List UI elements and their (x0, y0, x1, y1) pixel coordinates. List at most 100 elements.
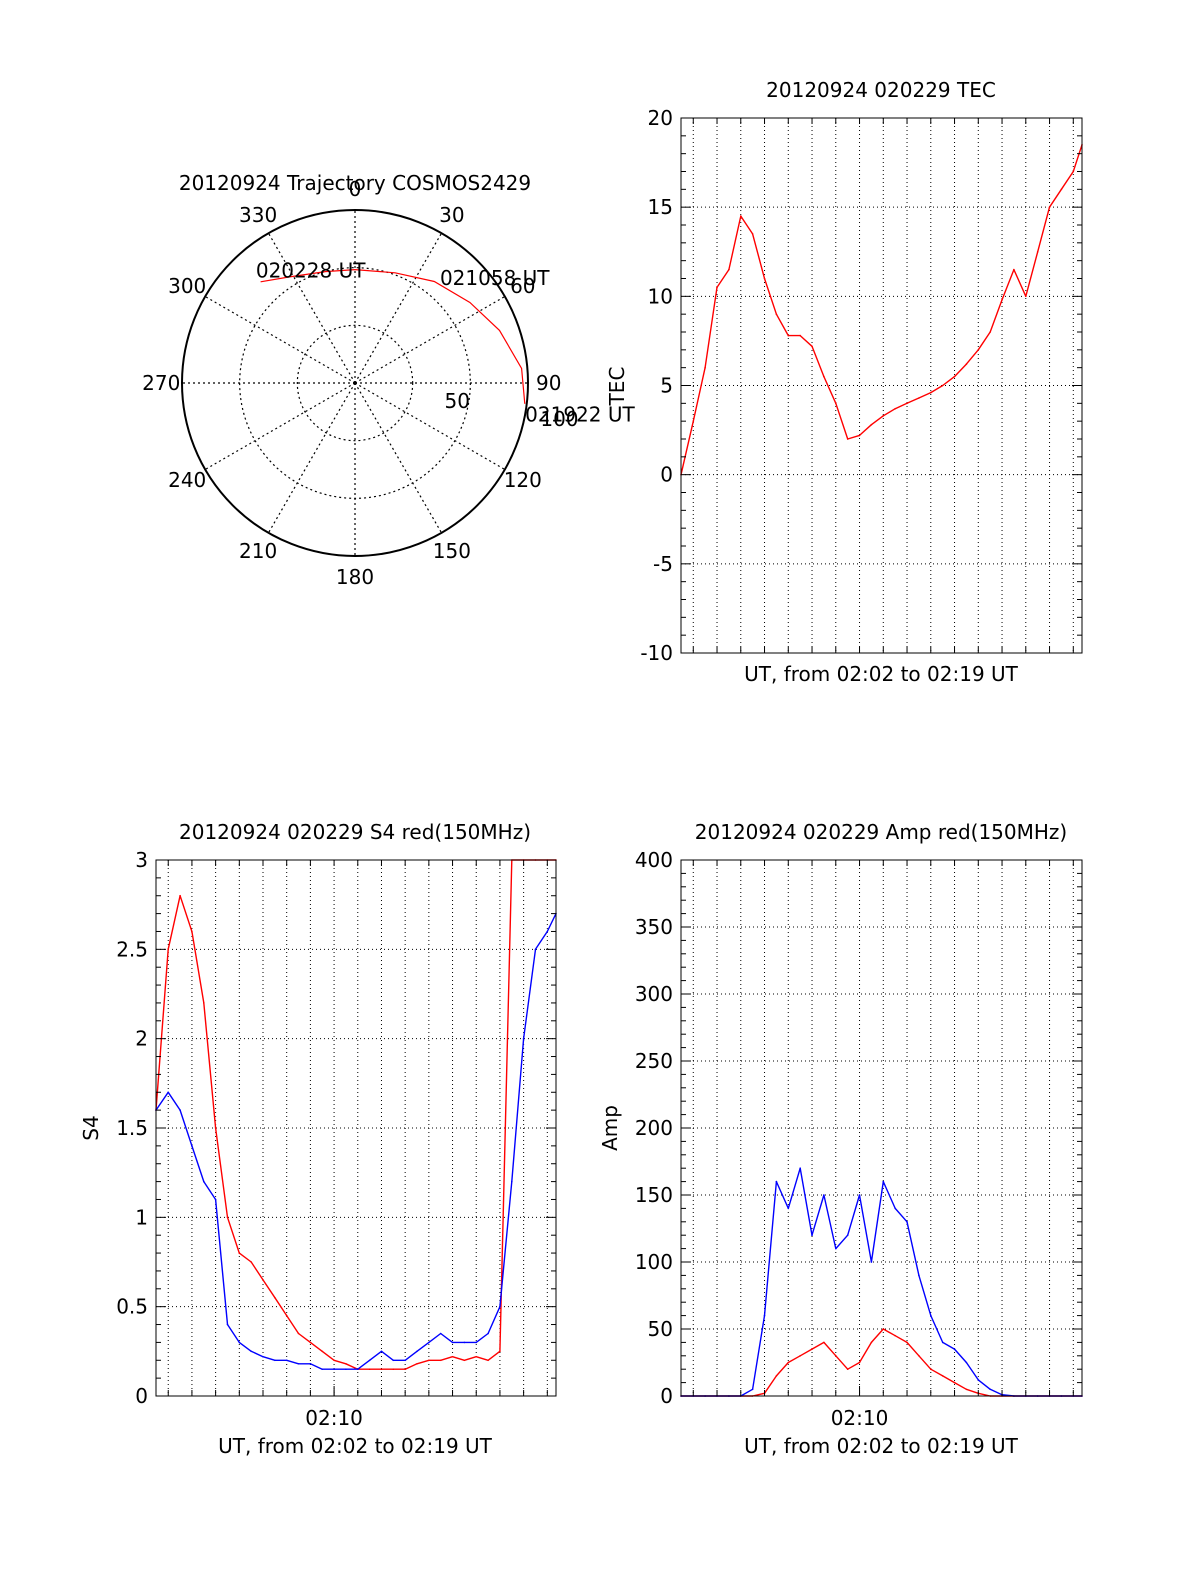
amp-xlabel: UT, from 02:02 to 02:19 UT (744, 1434, 1019, 1458)
amp-panel: 20120924 020229 Amp red(150MHz) 0 50 100 15… (598, 820, 1083, 1458)
data-point (799, 1167, 801, 1169)
data-point (882, 1180, 885, 1183)
polar-azimuth-label: 0 (349, 177, 362, 201)
data-point (858, 434, 861, 437)
data-point (704, 366, 706, 369)
y-tick-label: 15 (648, 195, 673, 219)
data-point (380, 1368, 383, 1370)
data-point (811, 345, 813, 348)
data-point (262, 1279, 264, 1281)
data-point (989, 1388, 991, 1391)
polar-time-annotation: 020228 UT (256, 259, 366, 283)
data-point (522, 1037, 525, 1040)
data-point (716, 286, 718, 289)
data-point (906, 1341, 908, 1344)
amp-grid (681, 860, 1082, 1396)
data-point (882, 1328, 885, 1330)
polar-azimuth-label: 240 (168, 468, 206, 492)
data-point (941, 1341, 944, 1344)
y-tick-label: -10 (640, 641, 673, 665)
data-point (953, 1381, 956, 1384)
y-tick-label: -5 (653, 552, 673, 576)
data-point (499, 1350, 501, 1353)
polar-time-annotation: 021058 UT (440, 266, 550, 290)
data-point (965, 1388, 968, 1391)
data-point (882, 415, 885, 417)
data-point (297, 1363, 300, 1365)
data-point (763, 277, 766, 280)
data-point (226, 1216, 229, 1219)
data-point (894, 407, 896, 410)
data-point (787, 1207, 790, 1210)
polar-radius-label: 100 (540, 407, 578, 431)
y-tick-label: 50 (648, 1317, 673, 1341)
amp-ylabel: Amp (598, 1105, 622, 1151)
y-tick-label: 250 (635, 1049, 673, 1073)
data-point (534, 948, 537, 951)
y-tick-label: 200 (635, 1116, 673, 1140)
data-point (167, 948, 169, 951)
data-point (475, 1355, 478, 1358)
tec-ylabel: TEC (605, 367, 629, 407)
y-tick-label: 10 (648, 284, 673, 308)
s4-ylabel: S4 (79, 1115, 103, 1140)
data-point (835, 402, 837, 405)
polar-azimuth-label: 180 (336, 565, 374, 589)
data-point (1036, 251, 1039, 253)
data-point (930, 391, 932, 394)
data-point (751, 1388, 754, 1391)
polar-spoke (267, 232, 356, 384)
data-point (451, 1355, 454, 1358)
tec-grid (681, 118, 1082, 653)
data-point (846, 438, 849, 440)
x-tick-label: 02:10 (831, 1406, 889, 1430)
data-point (870, 1261, 873, 1263)
data-point (285, 1359, 288, 1362)
polar-outer-ring (181, 209, 529, 557)
data-point (546, 930, 549, 933)
y-tick-label: 150 (635, 1183, 673, 1207)
data-point (977, 1379, 980, 1381)
tec-series (680, 144, 1083, 476)
data-point (309, 1341, 312, 1344)
data-point (1001, 299, 1003, 301)
data-point (321, 1350, 324, 1353)
y-tick-label: 1.5 (116, 1116, 148, 1140)
data-point (906, 402, 908, 405)
data-point (203, 1002, 205, 1004)
y-tick-label: 0 (660, 1384, 673, 1408)
series-line-0 (681, 1328, 1082, 1397)
polar-spoke (354, 382, 443, 534)
polar-spoke (267, 382, 356, 534)
data-point (499, 1305, 501, 1308)
data-point (191, 930, 193, 933)
data-point (953, 1348, 956, 1350)
data-point (250, 1261, 252, 1263)
polar-azimuth-label: 30 (439, 203, 464, 227)
data-point (392, 1368, 395, 1370)
data-point (870, 423, 873, 426)
data-point (775, 313, 778, 316)
data-point (751, 233, 754, 235)
y-tick-label: 1 (135, 1205, 148, 1229)
data-point (238, 1341, 241, 1344)
data-point (487, 1332, 489, 1335)
data-point (416, 1363, 418, 1365)
polar-series (260, 268, 526, 404)
polar-azimuth-label: 150 (433, 539, 471, 563)
tec-ticks: -10 -5 0 5 10 15 20 (640, 106, 1082, 665)
data-point (1025, 295, 1027, 298)
data-point (333, 1368, 335, 1370)
data-point (368, 1368, 371, 1370)
data-point (250, 1350, 252, 1353)
data-point (858, 1194, 861, 1196)
data-point (823, 375, 825, 378)
data-point (823, 1341, 825, 1344)
polar-spoke (204, 382, 356, 471)
data-point (214, 1198, 217, 1201)
tec-xlabel: UT, from 02:02 to 02:19 UT (744, 662, 1019, 686)
data-point (475, 1341, 478, 1344)
data-point (428, 1341, 430, 1344)
polar-spoke (354, 232, 443, 384)
y-tick-label: 400 (635, 848, 673, 872)
